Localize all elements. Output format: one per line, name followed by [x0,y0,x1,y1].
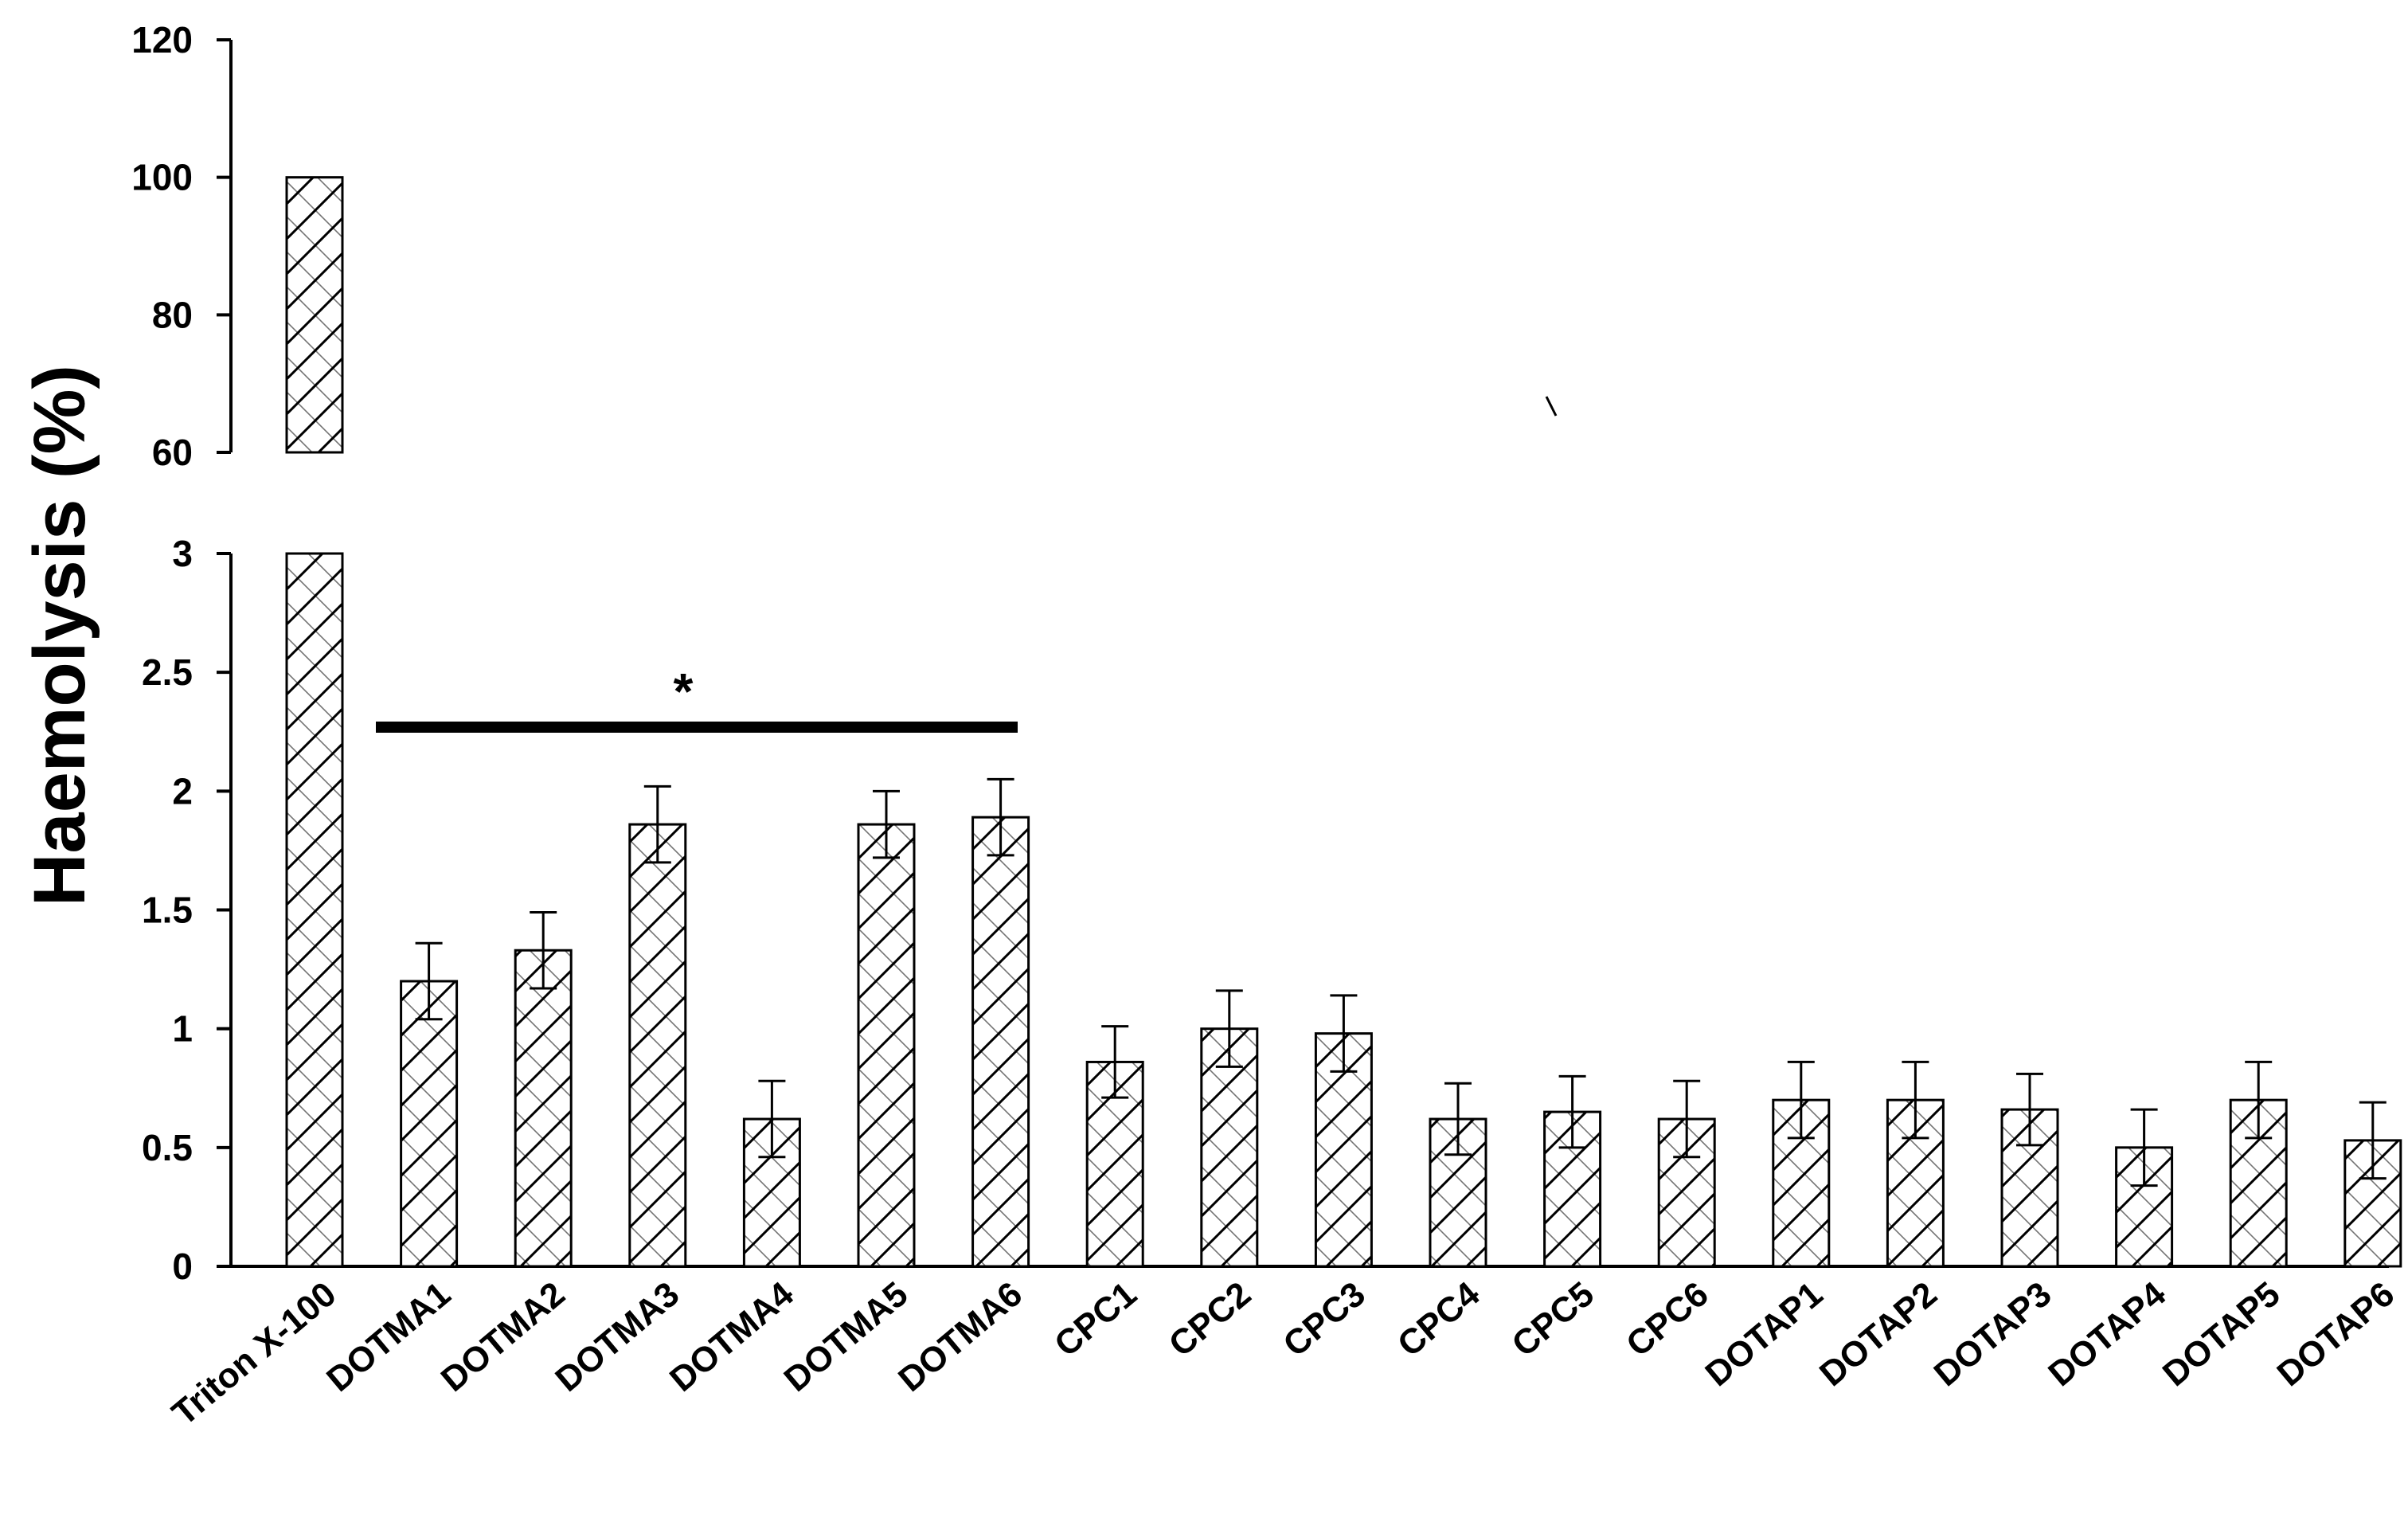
category-label-17: DOTAP5 [2156,1274,2288,1394]
bar-6 [971,816,1030,1268]
category-label-14: DOTAP2 [1812,1274,1945,1394]
category-label-7: CPC1 [1047,1274,1143,1364]
bar-5 [857,823,916,1268]
bar-8 [1200,1027,1259,1268]
bar-13 [1772,1098,1831,1268]
category-label-13: DOTAP1 [1698,1274,1831,1394]
lower-y-tick-label-4: 2 [172,770,193,812]
category-label-9: CPC3 [1276,1274,1372,1364]
category-label-15: DOTAP3 [1927,1274,2059,1394]
lower-y-tick-label-6: 3 [172,533,193,574]
stray-mark [1545,396,1558,417]
upper-y-tick-label-1: 80 [152,294,193,335]
category-label-3: DOTMA3 [548,1274,686,1399]
y-ticks: 60 80 100 120 0 0.5 1 1.5 2 2.5 3 [131,19,231,1287]
category-label-12: CPC6 [1619,1274,1715,1364]
category-label-4: DOTMA4 [663,1274,801,1399]
category-label-6: DOTMA6 [891,1274,1030,1399]
lower-y-tick-label-1: 0.5 [142,1127,193,1168]
category-label-1: DOTMA1 [319,1274,458,1399]
category-label-5: DOTMA5 [777,1274,916,1399]
y-axis-label: Haemolysis (%) [19,365,100,906]
lower-y-tick-label-3: 1.5 [142,890,193,931]
category-label-0: Triton X-100 [165,1274,343,1433]
lower-y-tick-label-2: 1 [172,1008,193,1050]
category-label-8: CPC2 [1162,1274,1258,1364]
category-label-16: DOTAP4 [2041,1274,2173,1394]
category-label-10: CPC4 [1390,1274,1487,1364]
category-label-18: DOTAP6 [2270,1274,2402,1394]
bar-3 [628,823,687,1268]
x-tick-labels: Triton X-100DOTMA1DOTMA2DOTMA3DOTMA4DOTM… [165,1274,2402,1434]
error-bars [415,777,2386,1187]
bar-1 [400,980,459,1268]
significance-label: * [674,663,694,720]
bars [285,176,2402,1268]
bar-2 [514,949,573,1268]
category-label-11: CPC5 [1505,1274,1601,1364]
upper-y-tick-label-2: 100 [131,157,193,198]
category-label-2: DOTMA2 [434,1274,573,1399]
lower-y-tick-label-0: 0 [172,1246,193,1287]
upper-y-tick-label-0: 60 [152,432,193,473]
bar-0-upper [285,176,344,454]
lower-y-tick-label-5: 2.5 [142,651,193,693]
upper-y-tick-label-3: 120 [131,19,193,61]
bar-0-lower [285,552,344,1268]
